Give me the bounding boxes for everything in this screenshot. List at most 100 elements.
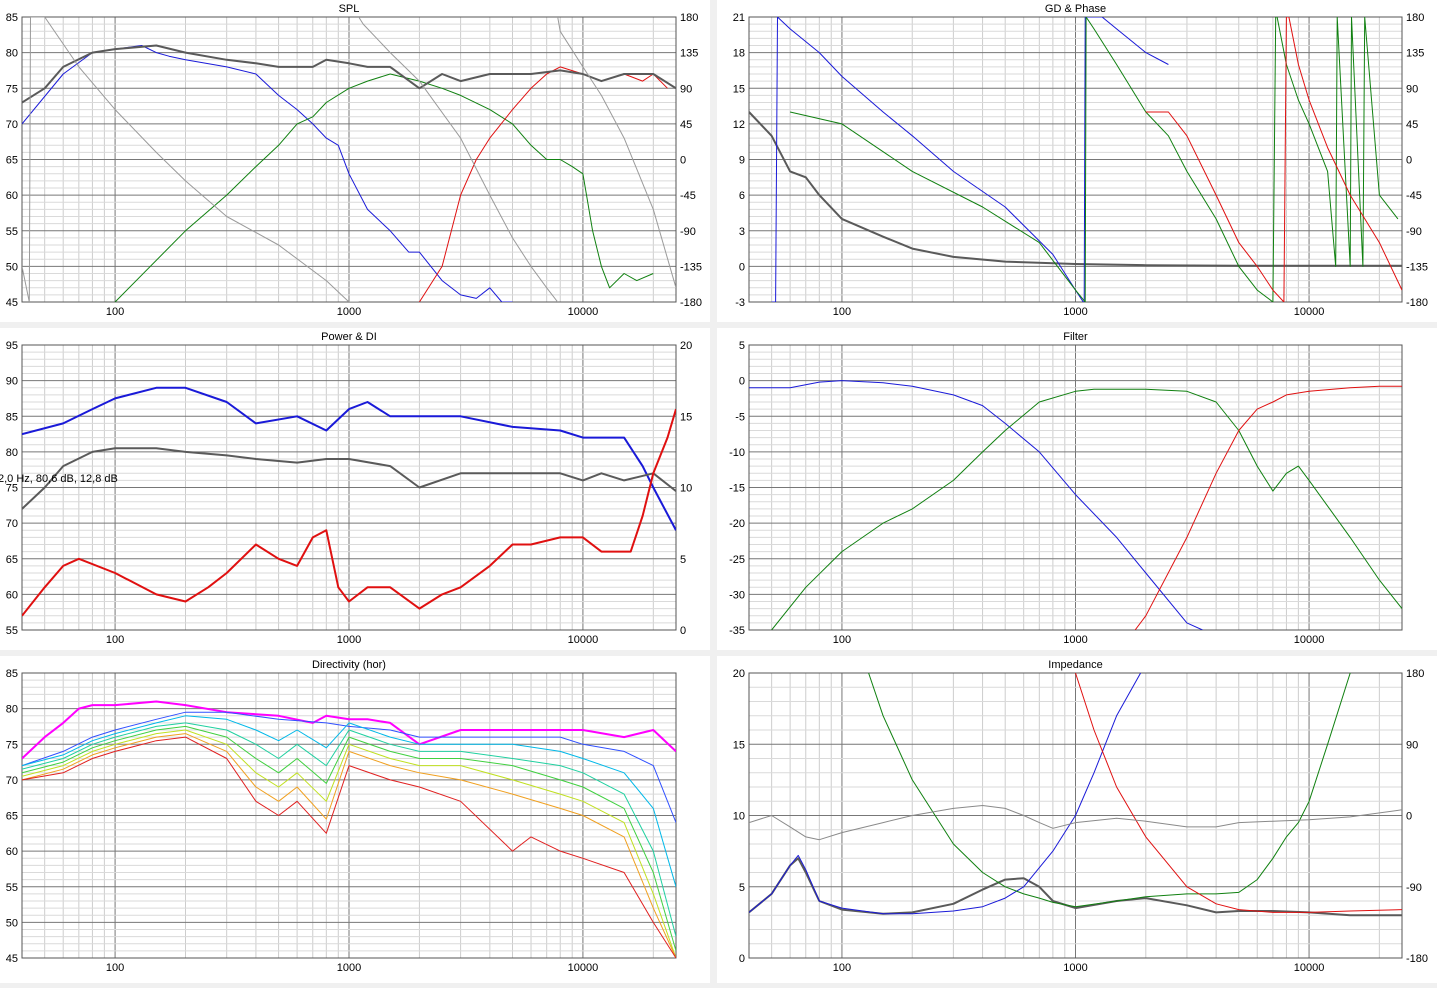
filter-x-tick-1: 1000 bbox=[1063, 634, 1087, 646]
filter-y-tick-2: -25 bbox=[729, 554, 745, 566]
gd-phase-series-1 bbox=[771, 17, 1169, 302]
spl-y-tick-1: 50 bbox=[6, 261, 18, 273]
gd-phase-chart: GD & Phase -3 0 3 6 9 12 15 18 21 -180 -135 -90 -45 0 4… bbox=[733, 3, 1428, 318]
spl-series-5 bbox=[358, 17, 559, 302]
power-di-panel: Power & DI 55 60 65 70 75 80 85 90 95 0 5 10 15 20 100 1… bbox=[0, 328, 710, 650]
gd-phase-series-0 bbox=[749, 111, 1402, 267]
gd-phase-y-tick-0: -3 bbox=[735, 297, 745, 309]
impedance-y-tick-1: 5 bbox=[739, 882, 745, 894]
directivity-hor-series-1 bbox=[22, 711, 676, 823]
spl-y2-tick-0: -180 bbox=[680, 297, 702, 309]
gd-phase-y2-tick-7: 135 bbox=[1406, 48, 1424, 60]
power-di-grid bbox=[21, 344, 676, 631]
spl-series-3 bbox=[22, 44, 676, 104]
filter-grid bbox=[748, 344, 1402, 631]
gd-phase-y-tick-7: 18 bbox=[733, 48, 745, 60]
power-di-x-tick-0: 100 bbox=[106, 634, 124, 646]
directivity-hor-series-3 bbox=[22, 722, 676, 937]
filter-title: Filter bbox=[1063, 331, 1088, 343]
gd-phase-y2-tick-0: -180 bbox=[1406, 297, 1428, 309]
power-di-y-tick-2: 65 bbox=[6, 554, 18, 566]
power-di-cursor-readout: 2,0 Hz, 80,6 dB, 12,8 dB bbox=[0, 473, 118, 485]
spl-series-6 bbox=[557, 17, 676, 288]
impedance-series-4 bbox=[749, 805, 1402, 841]
impedance-y2-tick-3: 90 bbox=[1406, 739, 1418, 751]
gd-phase-y-tick-4: 9 bbox=[739, 155, 745, 167]
power-di-series-2 bbox=[22, 408, 676, 617]
filter-y-tick-6: -5 bbox=[735, 411, 745, 423]
directivity-hor-chart: Directivity (hor) 45 50 55 60 65 70 75 80 85 100 10… bbox=[6, 659, 677, 974]
directivity-hor-x-tick-0: 100 bbox=[106, 962, 124, 974]
directivity-hor-title: Directivity (hor) bbox=[312, 659, 386, 671]
filter-y-tick-1: -30 bbox=[729, 589, 745, 601]
power-di-y-tick-1: 60 bbox=[6, 589, 18, 601]
power-di-y2-tick-3: 15 bbox=[680, 411, 692, 423]
impedance-y2-tick-1: -90 bbox=[1406, 882, 1422, 894]
power-di-y2-tick-0: 0 bbox=[680, 625, 686, 637]
power-di-y-tick-6: 85 bbox=[6, 411, 18, 423]
directivity-hor-y-tick-8: 85 bbox=[6, 668, 18, 680]
filter-y-tick-5: -10 bbox=[729, 447, 745, 459]
directivity-hor-y-tick-4: 65 bbox=[6, 811, 18, 823]
directivity-hor-y-tick-5: 70 bbox=[6, 775, 18, 787]
impedance-y2-tick-4: 180 bbox=[1406, 668, 1424, 680]
spl-y2-tick-1: -135 bbox=[680, 261, 702, 273]
spl-y-tick-3: 60 bbox=[6, 190, 18, 202]
power-di-y2-tick-4: 20 bbox=[680, 340, 692, 352]
gd-phase-series-3 bbox=[1145, 17, 1402, 302]
spl-x-tick-2: 10000 bbox=[568, 306, 599, 318]
spl-y-tick-0: 45 bbox=[6, 297, 18, 309]
gd-phase-y2-tick-3: -45 bbox=[1406, 190, 1422, 202]
impedance-x-tick-0: 100 bbox=[833, 962, 851, 974]
spl-y2-tick-6: 90 bbox=[680, 83, 692, 95]
gd-phase-x-tick-1: 1000 bbox=[1063, 306, 1087, 318]
filter-y-tick-8: 5 bbox=[739, 340, 745, 352]
impedance-panel: Impedance 0 5 10 15 20 -180 -90 0 90 180 100 1000 100… bbox=[717, 656, 1437, 983]
filter-series-1 bbox=[771, 388, 1402, 630]
gd-phase-y2-tick-4: 0 bbox=[1406, 155, 1412, 167]
spl-y-tick-6: 75 bbox=[6, 83, 18, 95]
impedance-title: Impedance bbox=[1048, 659, 1102, 671]
gd-phase-y2-tick-1: -135 bbox=[1406, 261, 1428, 273]
impedance-y-tick-0: 0 bbox=[739, 953, 745, 965]
directivity-hor-series-4 bbox=[22, 725, 676, 952]
spl-y2-tick-8: 180 bbox=[680, 12, 698, 24]
spl-x-tick-0: 100 bbox=[106, 306, 124, 318]
impedance-series-1 bbox=[749, 673, 1142, 915]
spl-title: SPL bbox=[339, 3, 360, 15]
directivity-hor-x-tick-1: 1000 bbox=[337, 962, 361, 974]
gd-phase-series-2 bbox=[789, 17, 1399, 302]
spl-series-1 bbox=[114, 73, 654, 302]
gd-phase-title: GD & Phase bbox=[1045, 3, 1106, 15]
directivity-hor-panel: Directivity (hor) 45 50 55 60 65 70 75 80 85 100 10… bbox=[0, 656, 710, 983]
impedance-y-tick-2: 10 bbox=[733, 811, 745, 823]
spl-panel: SPL 45 50 55 60 65 70 75 80 85 -180 -135 -90 -45 0 45 90… bbox=[0, 0, 710, 322]
power-di-y-tick-0: 55 bbox=[6, 625, 18, 637]
directivity-hor-series-6 bbox=[22, 733, 676, 958]
spl-y2-tick-7: 135 bbox=[680, 48, 698, 60]
power-di-y-tick-7: 90 bbox=[6, 376, 18, 388]
directivity-hor-y-tick-2: 55 bbox=[6, 882, 18, 894]
directivity-hor-grid bbox=[21, 672, 676, 959]
spl-y-tick-4: 65 bbox=[6, 155, 18, 167]
impedance-y-tick-3: 15 bbox=[733, 739, 745, 751]
spl-x-tick-1: 1000 bbox=[337, 306, 361, 318]
impedance-y-tick-4: 20 bbox=[733, 668, 745, 680]
power-di-x-tick-2: 10000 bbox=[568, 634, 599, 646]
filter-series-2 bbox=[1134, 385, 1402, 630]
filter-series-0 bbox=[749, 380, 1203, 630]
gd-phase-y2-tick-5: 45 bbox=[1406, 119, 1418, 131]
spl-series-4 bbox=[22, 17, 359, 302]
directivity-hor-y-tick-7: 80 bbox=[6, 704, 18, 716]
directivity-hor-y-tick-3: 60 bbox=[6, 846, 18, 858]
directivity-hor-y-tick-0: 45 bbox=[6, 953, 18, 965]
filter-y-tick-4: -15 bbox=[729, 483, 745, 495]
filter-x-tick-2: 10000 bbox=[1294, 634, 1325, 646]
gd-phase-grid bbox=[748, 16, 1402, 303]
directivity-hor-series-7 bbox=[22, 736, 676, 958]
impedance-series-2 bbox=[868, 673, 1351, 908]
power-di-chart: Power & DI 55 60 65 70 75 80 85 90 95 0 5 10 15 20 100 1… bbox=[0, 331, 692, 646]
directivity-hor-series-5 bbox=[22, 729, 676, 958]
spl-y2-tick-5: 45 bbox=[680, 119, 692, 131]
power-di-y2-tick-1: 5 bbox=[680, 554, 686, 566]
